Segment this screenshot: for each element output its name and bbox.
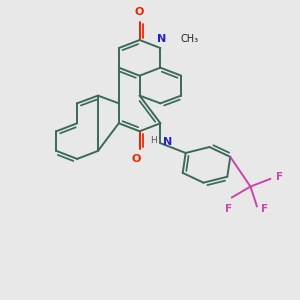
Text: O: O (132, 154, 141, 164)
Text: N: N (163, 137, 172, 147)
Text: F: F (276, 172, 283, 182)
Text: H: H (150, 136, 157, 145)
Text: CH₃: CH₃ (181, 34, 199, 44)
Text: F: F (261, 204, 268, 214)
Text: O: O (135, 7, 144, 17)
Text: N: N (157, 34, 167, 44)
Text: F: F (225, 203, 232, 214)
